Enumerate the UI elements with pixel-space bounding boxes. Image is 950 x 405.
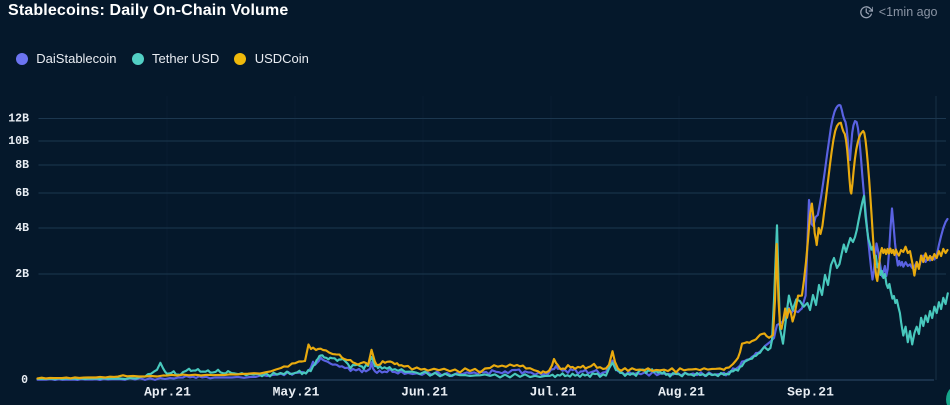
svg-text:0: 0 [21, 374, 28, 387]
svg-text:Sep.21: Sep.21 [787, 385, 834, 400]
svg-text:10B: 10B [8, 135, 29, 148]
svg-text:4B: 4B [15, 222, 29, 235]
svg-text:6B: 6B [15, 187, 29, 200]
svg-text:May.21: May.21 [273, 385, 320, 400]
svg-text:Jul.21: Jul.21 [530, 385, 577, 400]
svg-text:Aug.21: Aug.21 [658, 385, 705, 400]
svg-text:12B: 12B [8, 113, 29, 126]
svg-text:Jun.21: Jun.21 [401, 385, 448, 400]
svg-text:2B: 2B [15, 268, 29, 281]
svg-text:Apr.21: Apr.21 [144, 385, 191, 400]
svg-text:8B: 8B [15, 159, 29, 172]
